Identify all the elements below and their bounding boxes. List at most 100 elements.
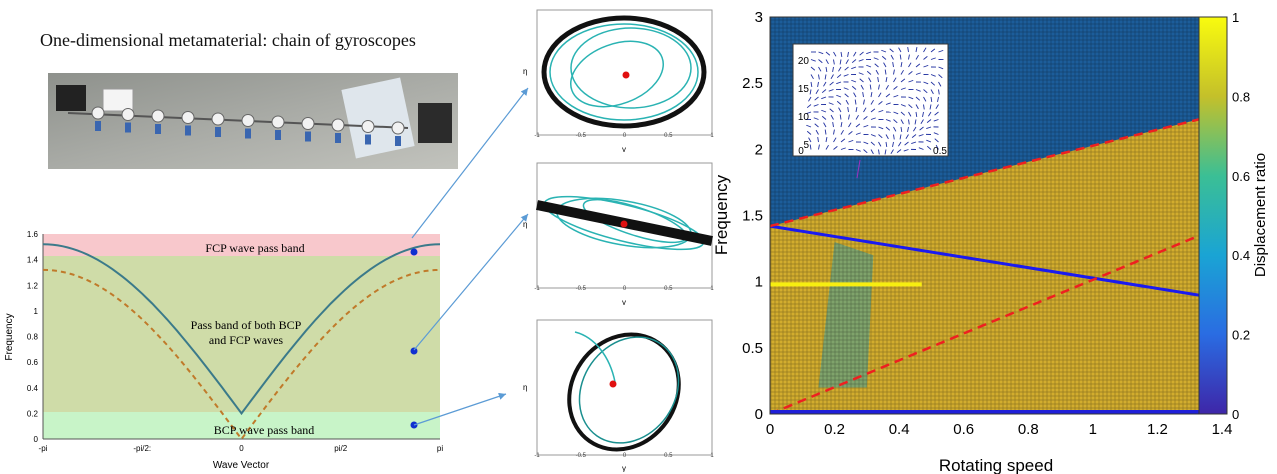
gyroscope-unit [361, 120, 375, 133]
orbit-xtick: 0 [623, 286, 627, 292]
inset-ytick: 15 [798, 84, 810, 95]
gyroscope-base [365, 134, 371, 145]
colorbar-tick: 0.6 [1232, 169, 1250, 184]
gyroscope-unit [241, 114, 255, 127]
bcp-band [43, 412, 440, 439]
orbit-plot-both: -1 -0.5 0 0.5 1 η γ [523, 162, 714, 305]
heatmap-chart: 0 0.5 1 1.5 2 2.5 3 0 0.2 0.4 0.6 0.8 1 1.2 1.4 Frequ… [715, 9, 1269, 474]
heatmap-xtick: 1 [1089, 421, 1097, 438]
heatmap-xtick: 0.2 [824, 421, 845, 438]
orbit-plot-bcp: -1 -0.5 0 0.5 1 η γ [523, 319, 714, 472]
gyroscope-base [245, 128, 251, 139]
heatmap-xlabel: Rotating speed [939, 456, 1053, 474]
gyroscope-base [275, 130, 281, 140]
gyroscope-unit [301, 117, 315, 130]
arrow-to-orbit-3 [413, 392, 507, 426]
gyroscope-chain-photo [48, 73, 458, 169]
upper-dashed-line [770, 112, 1222, 228]
fcp-dispersion-curve [42, 243, 441, 416]
gyroscope-unit [391, 121, 405, 135]
orbit-xtick: 1 [710, 453, 714, 459]
colorbar [1198, 16, 1228, 415]
gyroscope-unit [271, 115, 285, 129]
fcp-band-label: FCP wave pass band [205, 241, 304, 255]
gyroscope-base [335, 133, 341, 143]
dispersion-chart: 0 0.2 0.4 0.6 0.8 1 1.2 1.4 1.6 -pi -pi/2: 0 pi/2 pi… [4, 230, 443, 471]
fcp-boundary-line [770, 224, 1222, 301]
dispersion-ytick: 1.4 [27, 256, 39, 265]
gyroscope-base [95, 121, 101, 131]
heatmap-ytick: 1 [755, 274, 763, 291]
dispersion-xtick: -pi/2: [133, 444, 151, 453]
orbit-xtick: -1 [534, 453, 540, 459]
orbit-xtick: -1 [534, 286, 540, 292]
orbit-plot-fcp: -1 -0.5 0 0.5 1 η γ [523, 9, 714, 152]
orbit-3-ylabel: η [523, 383, 527, 392]
heatmap-ylabel: Frequency [715, 174, 731, 255]
both-band [43, 256, 440, 412]
orbit-2-ylabel: η [523, 220, 527, 229]
dispersion-ytick: 0.6 [27, 358, 39, 367]
colorbar-tick: 0.4 [1232, 248, 1250, 263]
dispersion-ytick: 1.6 [27, 230, 39, 239]
dispersion-xtick: pi [437, 444, 443, 453]
orbit-xtick: 0 [623, 453, 627, 459]
orbit-xtick: 1 [710, 286, 714, 292]
dispersion-ytick: 1 [34, 307, 39, 316]
heatmap-ytick: 2.5 [742, 75, 763, 92]
gyroscope-unit [121, 108, 135, 121]
gyroscope-unit [151, 109, 165, 123]
dispersion-ytick: 0.2 [27, 409, 39, 418]
orbit-xtick: -0.5 [576, 453, 587, 459]
gyroscope-base [215, 127, 221, 137]
inset-ytick: 5 [803, 140, 809, 151]
orbit-1-ylabel: η [523, 67, 527, 76]
fcp-band [43, 234, 440, 256]
lower-dashed-line [770, 224, 1222, 414]
dispersion-xlabel: Wave Vector [213, 460, 270, 471]
heatmap-xtick: 0.6 [953, 421, 974, 438]
dispersion-ylabel: Frequency [4, 313, 15, 360]
orbit-xtick: 0.5 [664, 133, 673, 139]
inset-ytick: 20 [798, 56, 810, 67]
orbit-1-xlabel: γ [622, 145, 626, 152]
dispersion-xtick: -pi [39, 444, 48, 453]
orbit-xtick: 0 [623, 133, 627, 139]
heatmap-xtick: 1.2 [1147, 421, 1168, 438]
both-band-label-2: and FCP waves [209, 333, 284, 347]
heatmap-ytick: 3 [755, 9, 763, 26]
dispersion-xtick: 0 [239, 444, 244, 453]
figure-title: One-dimensional metamaterial: chain of g… [40, 30, 416, 50]
inset-xtick: 0 [798, 146, 804, 157]
heatmap-ytick: 2 [755, 141, 763, 158]
colorbar-tick: 0 [1232, 407, 1239, 422]
heatmap-ytick: 0.5 [742, 340, 763, 357]
gyroscope-unit [331, 118, 345, 132]
arrow-to-orbit-1 [411, 87, 529, 239]
orbit-xtick: -0.5 [576, 286, 587, 292]
orbit-3-xlabel: γ [622, 464, 626, 472]
gyroscope-base [155, 124, 161, 134]
heatmap-xtick: 1.4 [1212, 421, 1233, 438]
colorbar-tick: 0.2 [1232, 328, 1250, 343]
heatmap-ytick: 1.5 [742, 208, 763, 225]
colorbar-label: Displacement ratio [1252, 153, 1269, 277]
dispersion-ytick: 0 [34, 435, 39, 444]
orbit-xtick: 0.5 [664, 453, 673, 459]
dispersion-ytick: 0.8 [27, 333, 39, 342]
inset-xtick: 0.5 [933, 146, 947, 157]
gyroscope-unit [211, 112, 225, 126]
connector-arrows [411, 87, 529, 426]
orbit-xtick: 1 [710, 133, 714, 139]
marker-fcp [410, 248, 418, 256]
gyroscope-base [395, 136, 401, 146]
both-band-label-1: Pass band of both BCP [191, 318, 302, 332]
orbit-xtick: 0.5 [664, 286, 673, 292]
gyroscope-base [185, 125, 191, 136]
heatmap-xtick: 0.8 [1018, 421, 1039, 438]
heatmap-xtick: 0 [766, 421, 774, 438]
dispersion-xtick: pi/2 [334, 444, 347, 453]
gyroscope-unit [91, 106, 105, 120]
dispersion-ytick: 1.2 [27, 281, 39, 290]
gyroscope-base [125, 122, 131, 133]
